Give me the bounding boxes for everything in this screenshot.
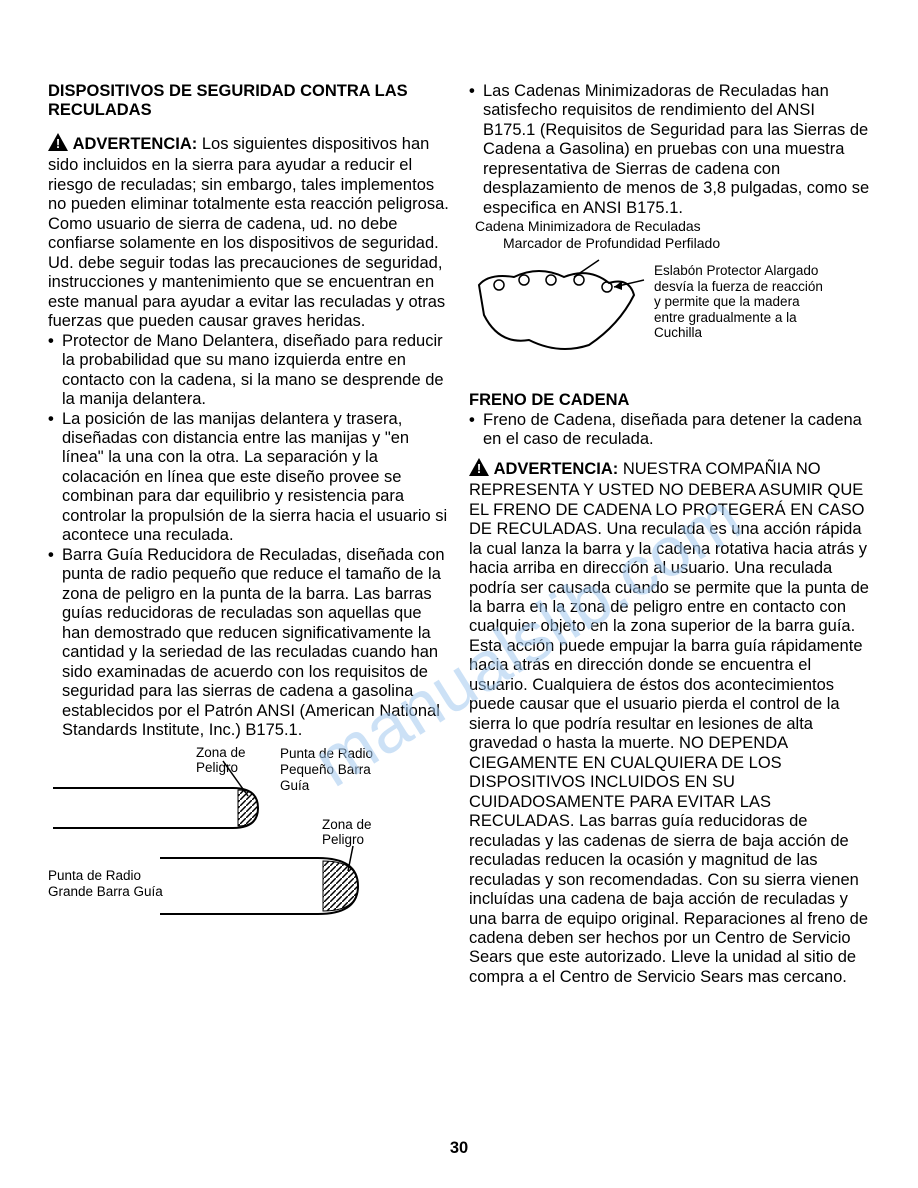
list-item: Freno de Cadena, diseñada para detener l… xyxy=(469,411,870,450)
warning-label: ADVERTENCIA: xyxy=(494,460,619,478)
warning-paragraph: ! ADVERTENCIA: Los siguientes dispositiv… xyxy=(48,133,449,332)
svg-text:!: ! xyxy=(477,461,481,476)
guide-bar-diagram: Zona de Peligro Punta de Radio Pequeño B… xyxy=(48,746,449,926)
page-number: 30 xyxy=(0,1139,918,1158)
chain-svg xyxy=(469,255,649,365)
list-item: Barra Guía Reducidora de Reculadas, dise… xyxy=(48,546,449,741)
page-content: DISPOSITIVOS DE SEGURIDAD CONTRA LAS REC… xyxy=(48,82,870,987)
right-column: Las Cadenas Minimizadoras de Reculadas h… xyxy=(469,82,870,987)
diagram-label: Eslabón Protector Alargado desvía la fue… xyxy=(654,263,824,341)
chain-diagram: Eslabón Protector Alargado desvía la fue… xyxy=(469,255,870,385)
section-title: DISPOSITIVOS DE SEGURIDAD CONTRA LAS REC… xyxy=(48,82,449,121)
warning-triangle-icon: ! xyxy=(48,133,68,156)
bullet-list-freno: Freno de Cadena, diseñada para detener l… xyxy=(469,411,870,450)
svg-text:!: ! xyxy=(56,136,60,151)
marker-caption: Marcador de Profundidad Perfilado xyxy=(503,235,870,252)
warning-paragraph-right: ! ADVERTENCIA: NUESTRA COMPAÑIA NO REPRE… xyxy=(469,458,870,988)
diagram-label: Zona de Peligro xyxy=(322,818,372,848)
list-item: La posición de las manijas delantera y t… xyxy=(48,410,449,546)
list-item: Protector de Mano Delantera, diseñado pa… xyxy=(48,332,449,410)
freno-title: FRENO DE CADENA xyxy=(469,391,870,410)
left-column: DISPOSITIVOS DE SEGURIDAD CONTRA LAS REC… xyxy=(48,82,449,987)
diagram-label: Punta de Radio Pequeño Barra Guía xyxy=(280,746,390,793)
warning-label: ADVERTENCIA: xyxy=(73,135,198,153)
bullet-list-left: Protector de Mano Delantera, diseñado pa… xyxy=(48,332,449,741)
bullet-list-right-top: Las Cadenas Minimizadoras de Reculadas h… xyxy=(469,82,870,218)
diagram-label: Zona de Peligro xyxy=(196,746,246,776)
list-item: Las Cadenas Minimizadoras de Reculadas h… xyxy=(469,82,870,218)
warning-text: NUESTRA COMPAÑIA NO REPRESENTA Y USTED N… xyxy=(469,460,869,986)
chain-caption: Cadena Minimizadora de Reculadas xyxy=(475,218,870,235)
diagram-label: Punta de Radio Grande Barra Guía xyxy=(48,868,168,899)
warning-triangle-icon: ! xyxy=(469,458,489,481)
warning-text: Los siguientes dispositivos han sido inc… xyxy=(48,135,449,330)
